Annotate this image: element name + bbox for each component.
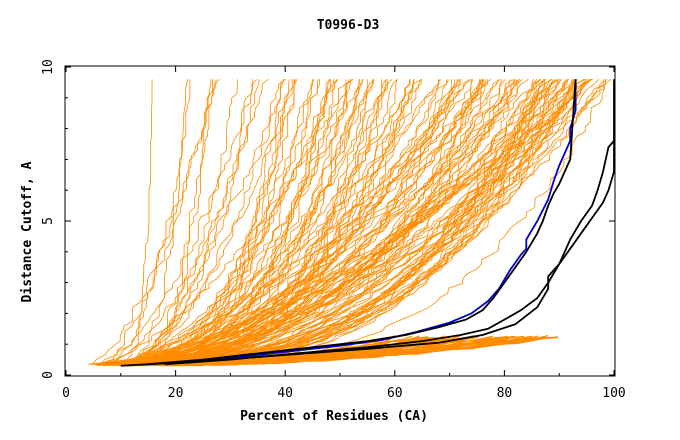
model-line xyxy=(105,79,313,365)
y-tick-label: 0 xyxy=(41,371,56,379)
model-line xyxy=(119,78,588,365)
model-line xyxy=(109,78,559,365)
x-tick-label: 60 xyxy=(387,386,403,401)
model-line xyxy=(101,79,296,365)
model-line xyxy=(116,79,238,365)
model-line xyxy=(103,79,319,365)
background-model-lines xyxy=(88,78,612,367)
model-line xyxy=(128,78,354,365)
model-line xyxy=(110,79,320,365)
model-line xyxy=(127,79,439,365)
x-axis-label: Percent of Residues (CA) xyxy=(240,409,428,424)
model-line xyxy=(101,79,562,365)
model-line xyxy=(120,79,485,365)
y-tick-label: 5 xyxy=(41,217,56,225)
model-line xyxy=(122,78,577,365)
model-line xyxy=(101,79,568,365)
model-line xyxy=(129,79,285,365)
model-line xyxy=(94,79,578,365)
model-line xyxy=(116,79,554,365)
model-line xyxy=(100,79,217,365)
x-tick-label: 100 xyxy=(602,386,625,401)
model-line xyxy=(92,79,460,365)
highlighted-model-line-2 xyxy=(148,79,577,366)
model-line xyxy=(108,79,458,365)
model-line xyxy=(93,79,415,365)
model-line xyxy=(116,79,351,365)
model-line xyxy=(104,79,334,365)
model-line xyxy=(108,79,414,365)
axis-tick-labels: 0 20 40 60 80 100 0 5 10 xyxy=(41,59,626,401)
highlighted-model-lines xyxy=(120,79,615,367)
model-line xyxy=(100,78,354,365)
model-line xyxy=(89,79,398,365)
model-line xyxy=(119,79,393,365)
model-line xyxy=(116,79,577,365)
model-line xyxy=(119,79,577,365)
model-line xyxy=(126,78,608,365)
model-line xyxy=(92,79,331,365)
model-line xyxy=(123,79,153,365)
model-line xyxy=(130,78,592,365)
model-line xyxy=(128,78,560,365)
model-line xyxy=(106,79,339,365)
model-line xyxy=(92,79,441,365)
axis-ticks xyxy=(65,66,615,376)
model-line xyxy=(126,79,364,365)
model-line xyxy=(100,79,191,365)
model-line xyxy=(92,79,220,365)
model-line xyxy=(118,79,293,365)
model-line xyxy=(115,79,189,365)
y-tick-label: 10 xyxy=(41,59,56,75)
model-line xyxy=(110,79,547,365)
model-line xyxy=(95,79,453,365)
highlighted-model-line-3 xyxy=(164,140,615,366)
model-line xyxy=(98,79,258,365)
x-tick-label: 20 xyxy=(168,386,184,401)
model-line xyxy=(109,79,352,365)
model-line xyxy=(117,79,481,365)
model-line xyxy=(110,335,515,366)
model-line xyxy=(111,78,542,365)
model-line xyxy=(94,78,612,365)
model-line xyxy=(118,79,212,365)
model-line xyxy=(129,79,550,365)
model-line xyxy=(104,79,538,365)
model-line xyxy=(118,79,489,365)
x-tick-label: 40 xyxy=(277,386,293,401)
chart-title: T0996-D3 xyxy=(317,18,380,33)
x-tick-label: 0 xyxy=(62,386,70,401)
y-axis-label: Distance Cutoff, A xyxy=(20,161,35,302)
model-line xyxy=(97,78,520,365)
highlighted-model-line-4 xyxy=(120,79,615,367)
model-line xyxy=(105,79,520,365)
x-tick-label: 80 xyxy=(497,386,513,401)
model-line xyxy=(117,78,586,365)
model-line xyxy=(121,79,569,365)
model-line xyxy=(103,79,298,365)
model-line xyxy=(133,79,284,365)
model-line xyxy=(122,79,523,365)
model-line xyxy=(115,79,447,365)
model-line xyxy=(104,78,269,365)
model-line xyxy=(109,78,593,365)
model-line xyxy=(117,79,440,365)
model-line xyxy=(108,79,374,365)
model-line xyxy=(103,78,423,365)
model-line xyxy=(124,79,606,365)
model-line xyxy=(127,79,486,365)
model-line xyxy=(121,79,363,365)
model-line xyxy=(124,79,382,365)
